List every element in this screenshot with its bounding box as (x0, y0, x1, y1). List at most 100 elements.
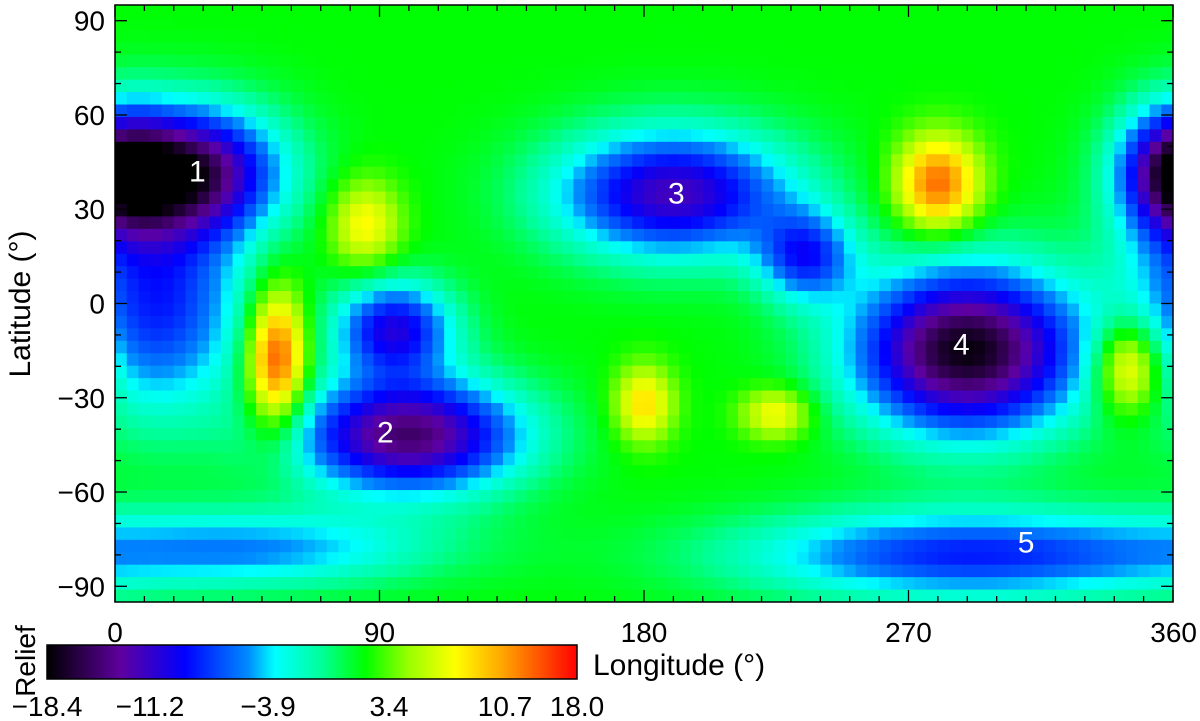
heatmap-cell (867, 378, 880, 392)
heatmap-cell (1149, 179, 1162, 193)
heatmap-cell (549, 54, 563, 68)
heatmap-cell (408, 440, 422, 454)
heatmap-cell (514, 54, 528, 68)
heatmap-cell (549, 365, 563, 379)
heatmap-cell (185, 204, 198, 218)
heatmap-cell (749, 390, 763, 404)
heatmap-cell (949, 42, 962, 56)
heatmap-cell (691, 477, 704, 491)
heatmap-cell (926, 452, 939, 466)
heatmap-cell (608, 490, 622, 504)
heatmap-cell (879, 54, 892, 68)
heatmap-cell (843, 539, 857, 553)
heatmap-cell (691, 266, 704, 280)
heatmap-cell (820, 390, 833, 404)
heatmap-cell (291, 141, 304, 155)
heatmap-cell (361, 452, 375, 466)
heatmap-cell (1043, 241, 1057, 255)
heatmap-cell (126, 5, 140, 19)
heatmap-cell (1055, 79, 1068, 93)
heatmap-cell (937, 552, 951, 566)
heatmap-cell (1008, 204, 1021, 218)
heatmap-cell (479, 166, 492, 180)
heatmap-cell (984, 378, 998, 392)
heatmap-cell (1067, 577, 1080, 591)
heatmap-cell (1137, 340, 1151, 354)
heatmap-cell (1090, 452, 1104, 466)
heatmap-cell (679, 365, 692, 379)
heatmap-cell (855, 67, 868, 81)
heatmap-cell (197, 552, 210, 566)
heatmap-cell (561, 241, 575, 255)
heatmap-cell (926, 104, 939, 118)
heatmap-cell (867, 216, 880, 230)
heatmap-cell (1067, 315, 1080, 329)
heatmap-cell (314, 179, 328, 193)
heatmap-cell (373, 29, 386, 43)
heatmap-cell (702, 129, 716, 143)
heatmap-cell (914, 191, 927, 205)
heatmap-cell (173, 253, 187, 267)
heatmap-cell (761, 403, 774, 417)
heatmap-cell (502, 303, 516, 317)
heatmap-cell (702, 116, 716, 130)
heatmap-cell (1067, 253, 1080, 267)
heatmap-cell (644, 365, 657, 379)
heatmap-cell (1125, 378, 1139, 392)
heatmap-cell (620, 42, 633, 56)
heatmap-cell (150, 378, 163, 392)
heatmap-cell (267, 104, 281, 118)
heatmap-cell (1020, 204, 1033, 218)
heatmap-cell (867, 390, 880, 404)
heatmap-cell (738, 440, 751, 454)
heatmap-cell (291, 427, 304, 441)
heatmap-cell (914, 67, 927, 81)
heatmap-cell (291, 79, 304, 93)
heatmap-cell (256, 552, 269, 566)
heatmap-cell (820, 403, 833, 417)
heatmap-cell (185, 365, 198, 379)
heatmap-cell (785, 514, 798, 528)
heatmap-cell (926, 390, 939, 404)
heatmap-cell (914, 179, 927, 193)
heatmap-cell (679, 29, 692, 43)
heatmap-cell (585, 266, 598, 280)
heatmap-cell (1008, 452, 1021, 466)
heatmap-cell (256, 42, 269, 56)
heatmap-cell (514, 29, 528, 43)
heatmap-cell (914, 378, 927, 392)
heatmap-cell (914, 577, 927, 591)
heatmap-cell (761, 92, 774, 106)
heatmap-cell (973, 340, 986, 354)
heatmap-cell (820, 166, 833, 180)
heatmap-cell (820, 67, 833, 81)
heatmap-cell (655, 291, 669, 305)
heatmap-cell (1020, 490, 1033, 504)
heatmap-cell (244, 403, 257, 417)
heatmap-cell (596, 29, 610, 43)
heatmap-cell (632, 204, 645, 218)
heatmap-cell (984, 141, 998, 155)
heatmap-cell (1102, 514, 1115, 528)
heatmap-cell (761, 204, 774, 218)
heatmap-cell (549, 228, 563, 242)
heatmap-cell (479, 129, 492, 143)
heatmap-cell (502, 42, 516, 56)
heatmap-cell (879, 390, 892, 404)
heatmap-cell (549, 204, 563, 218)
heatmap-cell (420, 452, 433, 466)
heatmap-cell (1031, 365, 1045, 379)
heatmap-cell (267, 353, 281, 367)
heatmap-cell (620, 577, 633, 591)
heatmap-cell (785, 303, 798, 317)
heatmap-cell (385, 465, 398, 479)
heatmap-cell (455, 427, 469, 441)
heatmap-cell (455, 92, 469, 106)
heatmap-cell (455, 514, 469, 528)
heatmap-cell (1055, 179, 1068, 193)
heatmap-cell (843, 427, 857, 441)
heatmap-cell (1090, 42, 1104, 56)
heatmap-cell (455, 154, 469, 168)
heatmap-cell (150, 228, 163, 242)
heatmap-cell (691, 29, 704, 43)
